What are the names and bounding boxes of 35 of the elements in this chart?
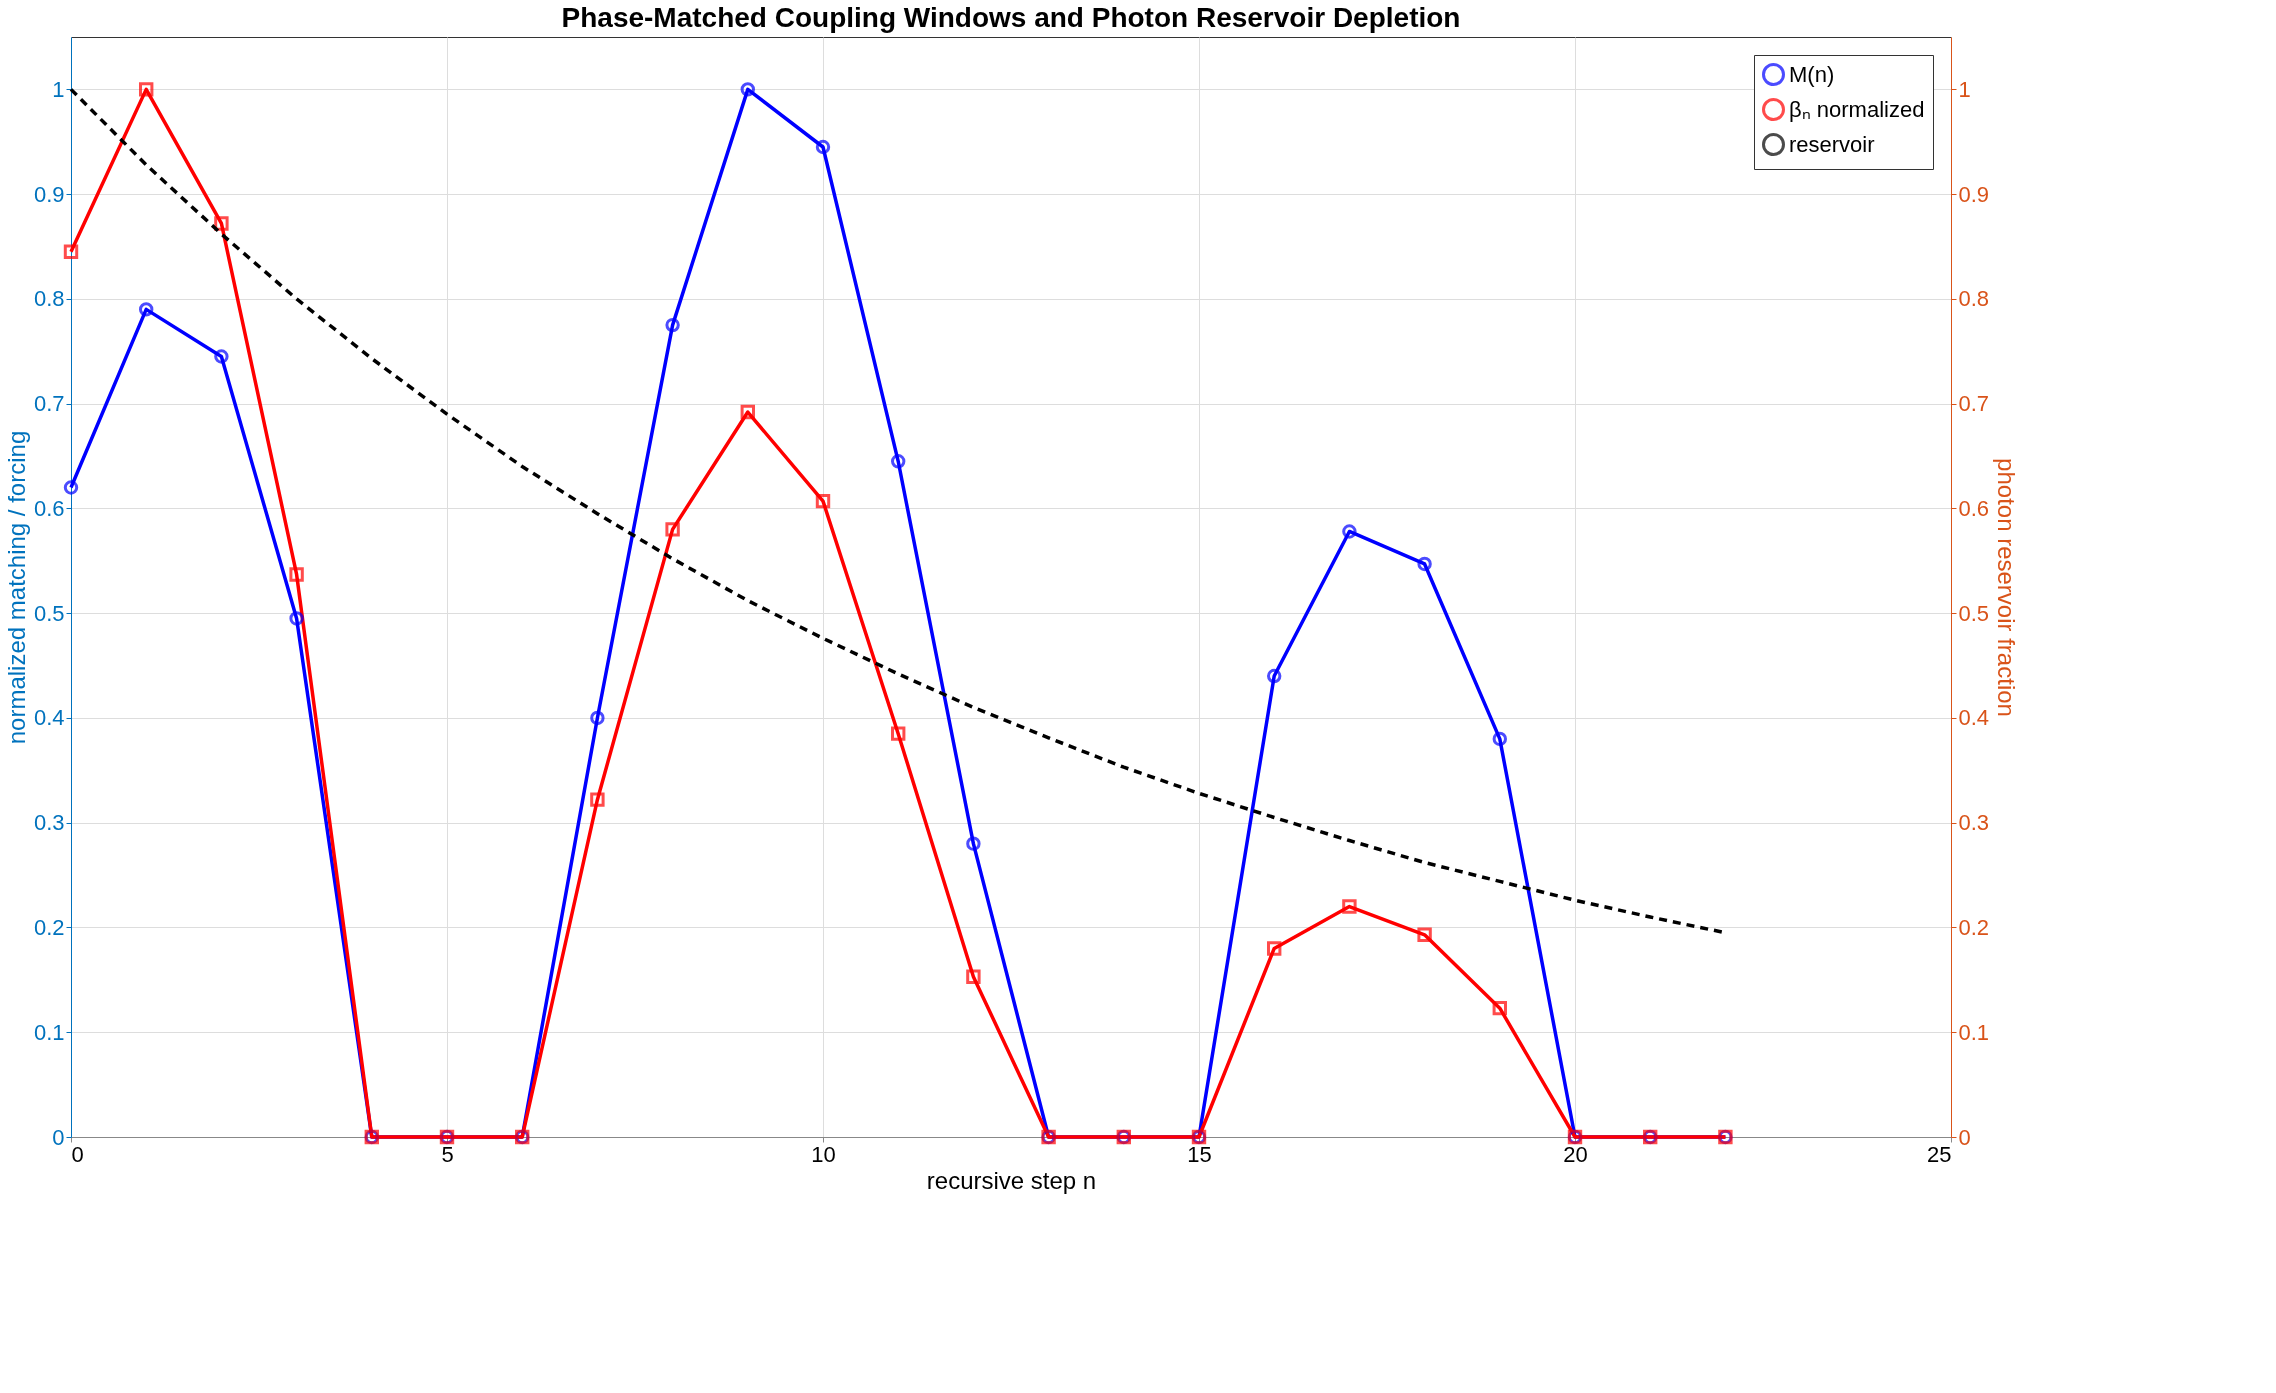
y2-tick-label: 0.5 <box>1958 600 1990 626</box>
y-tick-label: 0 <box>52 1124 65 1150</box>
y2-tick-label: 1 <box>1958 76 1971 102</box>
y-tick-label: 0.8 <box>33 286 65 312</box>
y2-tick-label: 0.9 <box>1958 181 1990 207</box>
y-tick-label: 0.2 <box>33 914 65 940</box>
y2-tick-label: 0.2 <box>1958 914 1990 940</box>
x-tick-label: 20 <box>1563 1141 1588 1167</box>
y2-tick-label: 0.1 <box>1958 1019 1990 1045</box>
y-tick-label: 0.7 <box>33 391 65 417</box>
y-axis-title: normalized matching / forcing <box>2 430 30 745</box>
x-tick-label: 25 <box>1927 1141 1952 1167</box>
y2-tick-label: 0.6 <box>1958 495 1990 521</box>
y2-axis-title: photon reservoir fraction <box>1993 458 2021 717</box>
y2-tick-label: 0.3 <box>1958 810 1990 836</box>
y2-tick-label: 0.4 <box>1958 705 1990 731</box>
y-tick-label: 1 <box>52 76 65 102</box>
x-tick-label: 10 <box>811 1141 836 1167</box>
legend-label: reservoir <box>1789 131 1875 157</box>
x-axis-title: recursive step n <box>926 1166 1097 1194</box>
legend-label: M(n) <box>1789 61 1835 87</box>
y-tick-label: 0.9 <box>33 181 65 207</box>
y-tick-label: 0.3 <box>33 810 65 836</box>
legend-label: βₙ normalized <box>1789 96 1925 122</box>
chart-title: Phase-Matched Coupling Windows and Photon Reservoir Depletion <box>561 2 1461 33</box>
x-tick-label: 5 <box>441 1141 454 1167</box>
y2-tick-label: 0.7 <box>1958 391 1990 417</box>
y-tick-label: 0.4 <box>33 705 65 731</box>
x-tick-label: 15 <box>1187 1141 1212 1167</box>
y-tick-label: 0.6 <box>33 495 65 521</box>
x-tick-label: 0 <box>71 1141 84 1167</box>
y-tick-label: 0.5 <box>33 600 65 626</box>
y2-tick-label: 0.8 <box>1958 286 1990 312</box>
y-tick-label: 0.1 <box>33 1019 65 1045</box>
y2-tick-label: 0 <box>1958 1124 1971 1150</box>
